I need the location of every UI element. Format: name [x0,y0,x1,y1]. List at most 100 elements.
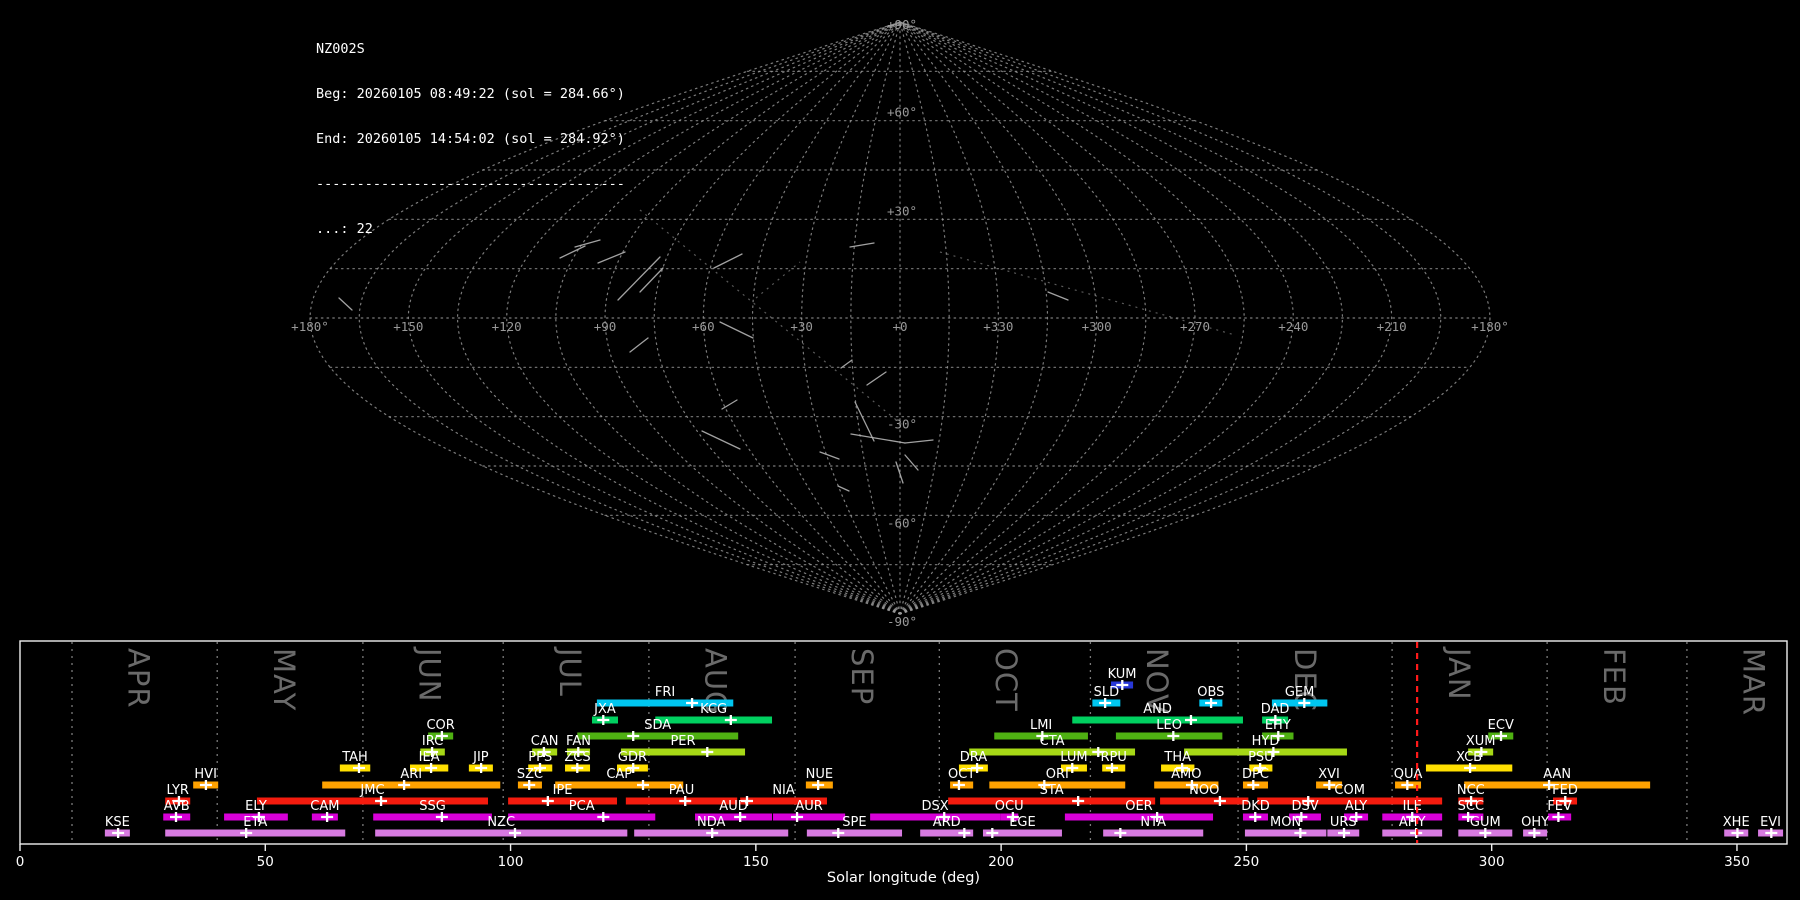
shower-peak-marker [686,698,699,708]
end-time-line: End: 20260105 14:54:02 (sol = 284.92°) [316,131,625,147]
shower-code-label: THA [1163,750,1191,765]
shower-peak-marker [1295,812,1308,822]
shower-code-label: CAP [606,767,632,782]
meteor-streak [719,321,754,339]
shower-code-label: AAN [1543,767,1571,782]
shower-code-label: DAD [1261,702,1290,717]
observation-id: NZ002S [316,41,365,57]
shower-peak-marker [734,812,747,822]
shower-code-label: SLD [1094,685,1120,700]
shower-peak-marker [627,731,640,741]
map-latitude-label: +90° [887,17,917,32]
shower-code-label: COM [1334,783,1365,798]
map-longitude-label: +150 [393,319,423,334]
map-longitude-label: +30 [790,319,813,334]
shower-code-label: EHY [1265,718,1291,733]
shower-code-label: STA [1040,783,1064,798]
shower-code-label: GUM [1470,815,1501,830]
shower-activity-bar [1103,829,1204,837]
x-axis-tick-label: 50 [257,854,274,870]
shower-peak-marker [1151,812,1164,822]
shower-peak-marker [1765,828,1778,838]
shower-peak-marker [426,747,439,757]
map-meridian [801,21,901,615]
shower-peak-marker [791,812,804,822]
shower-peak-marker [240,828,253,838]
shower-peak-marker [1167,731,1180,741]
shower-code-label: XVI [1318,767,1340,782]
shower-peak-marker [1114,828,1127,838]
shower-code-label: JMC [359,783,384,798]
shower-code-label: ZCS [564,750,590,765]
map-latitude-label: -60° [887,515,917,530]
shower-peak-marker [1099,698,1112,708]
shower-activity-bar [1184,748,1347,756]
shower-code-label: SCC [1458,799,1484,814]
shower-activity-bar [508,813,656,821]
shower-code-label: AHY [1399,815,1426,830]
shower-peak-marker [571,763,584,773]
shower-peak-marker [1092,747,1105,757]
shower-peak-marker [741,796,754,806]
shower-activity-bar [373,813,492,821]
shower-code-label: CAM [310,799,339,814]
shower-code-label: CAN [531,734,559,749]
shower-code-label: FRI [655,685,675,700]
shower-peak-marker [1247,780,1260,790]
shower-code-label: PAU [669,783,694,798]
shower-peak-marker [1184,715,1197,725]
shower-code-label: OHY [1521,815,1549,830]
shower-code-label: ARD [933,815,961,830]
shower-code-label: NIA [772,783,795,798]
shower-code-label: FED [1552,783,1578,798]
shower-peak-marker [1116,680,1129,690]
shower-activity-bar [256,797,488,805]
shower-peak-marker [398,780,411,790]
shower-code-label: ELY [245,799,267,814]
shower-activity-bar [508,797,618,805]
map-longitude-label: +0 [892,319,907,334]
map-meridian [751,21,901,615]
shower-code-label: DRA [960,750,988,765]
shower-code-label: NUE [806,767,833,782]
shower-peak-marker [627,763,640,773]
meteor-streak [338,297,353,311]
shower-code-label: DSV [1291,799,1318,814]
shower-activity-bar [1072,716,1243,724]
shower-code-label: URS [1330,815,1357,830]
shower-peak-marker [435,731,448,741]
month-label: NOV [1140,648,1174,715]
shower-peak-marker [952,780,965,790]
shower-code-label: IEA [419,750,440,765]
shower-peak-marker [832,828,845,838]
map-longitude-label: +90 [594,319,617,334]
shower-peak-marker [1406,812,1419,822]
shower-code-label: EGE [1009,815,1036,830]
shower-activity-bar [1160,797,1249,805]
shower-code-label: OCU [995,799,1024,814]
shower-peak-marker [597,812,610,822]
shower-code-label: AUR [795,799,822,814]
shower-peak-marker [1254,763,1267,773]
meteor-streak [721,399,738,410]
shower-code-label: CTA [1040,734,1065,749]
meteor-streak [854,401,875,442]
month-label: JUN [413,646,447,702]
shower-activity-bar [1244,829,1327,837]
shower-activity-bar [165,829,346,837]
shower-code-label: SPE [842,815,866,830]
shower-code-label: LYR [166,783,189,798]
shower-peak-marker [1731,828,1744,838]
map-meridian [407,21,901,615]
shower-peak-marker [1338,828,1351,838]
shower-peak-marker [706,828,719,838]
map-longitude-label: +210 [1377,319,1407,334]
shower-peak-marker [252,812,265,822]
shower-code-label: HYD [1252,734,1280,749]
radiant-drift-trail [639,209,907,429]
month-label: JUL [553,646,587,697]
shower-peak-marker [1006,812,1019,822]
shower-peak-marker [1323,780,1336,790]
meteor-streak [574,239,601,248]
shower-peak-marker [971,763,984,773]
